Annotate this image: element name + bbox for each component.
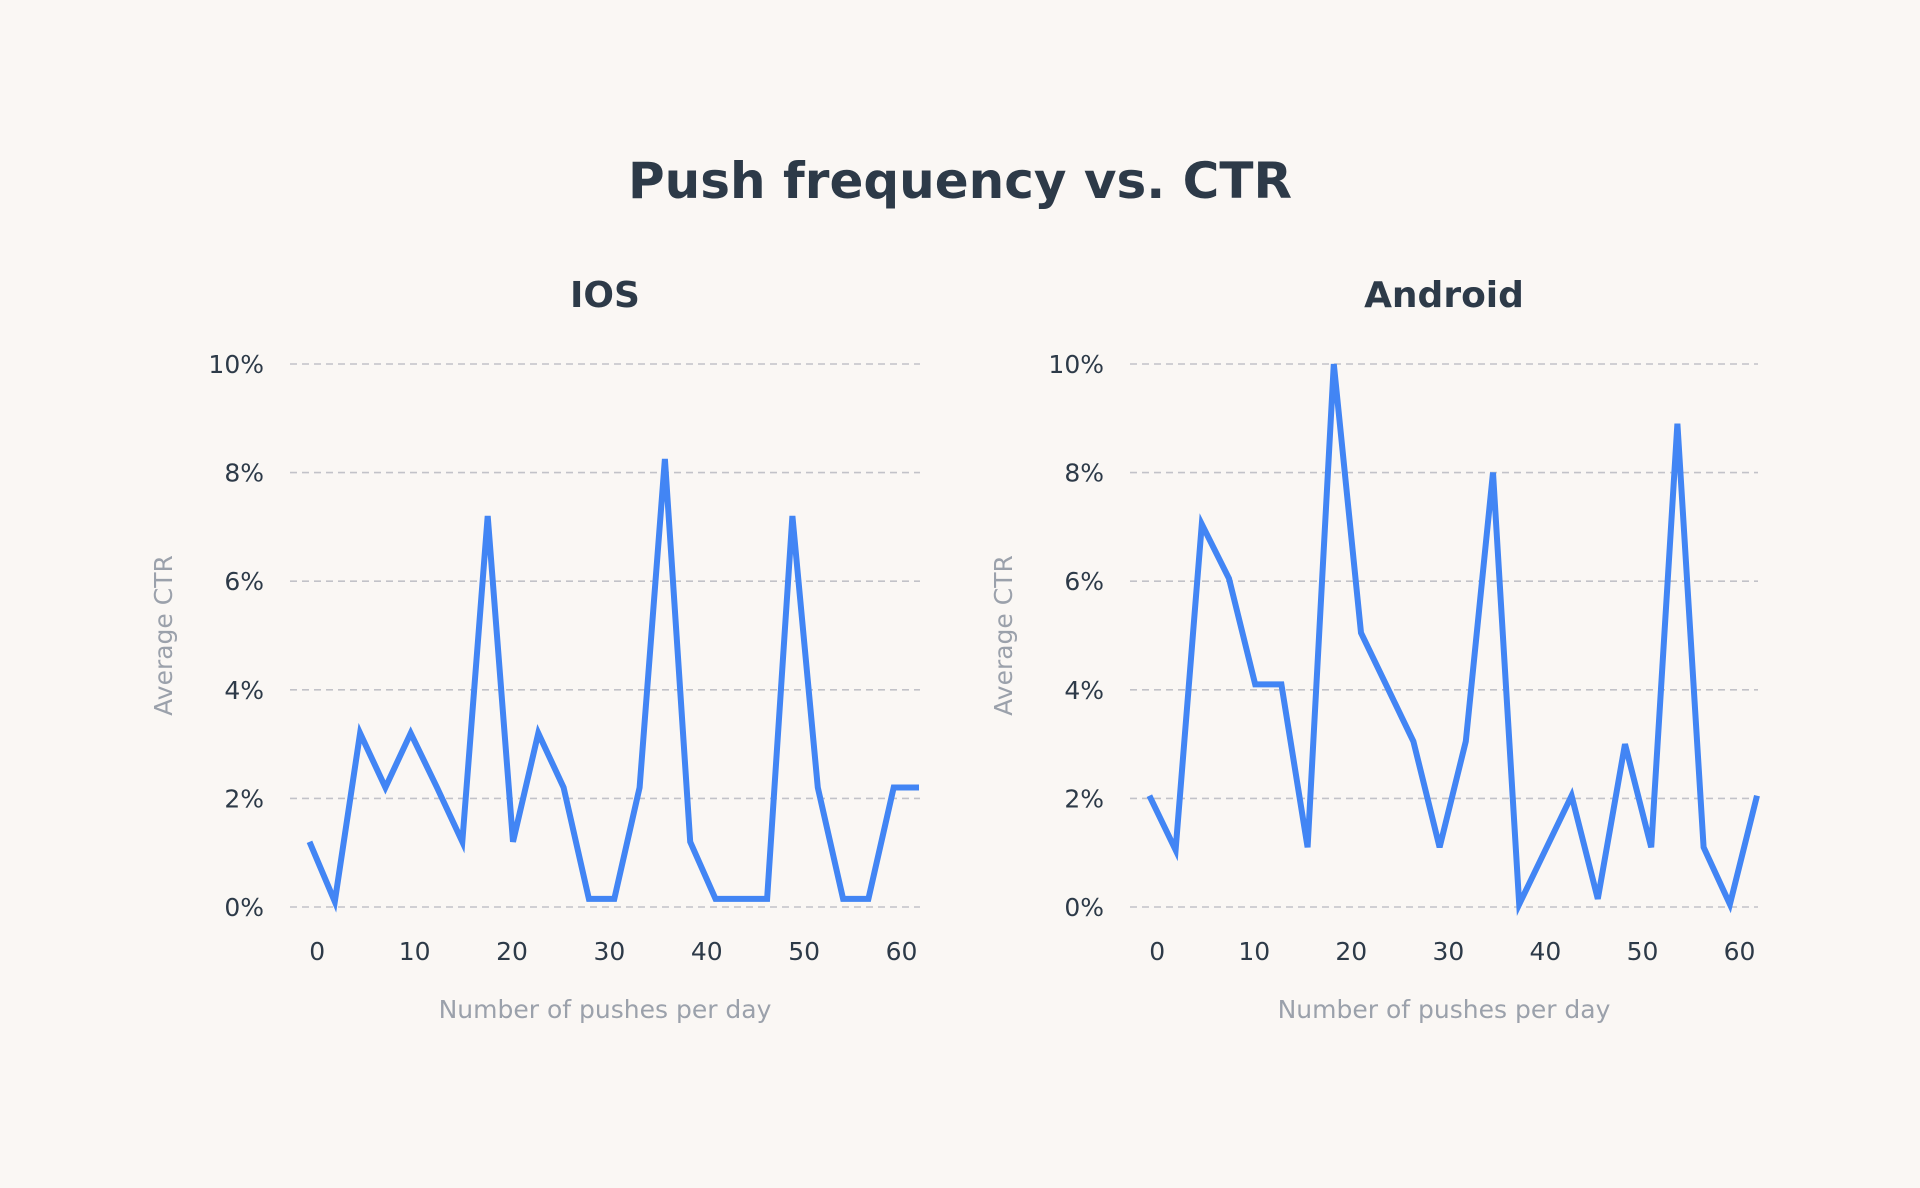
x-tick-label: 30 [1432,937,1464,966]
x-tick-label: 40 [691,937,723,966]
x-tick-label: 60 [886,937,918,966]
x-tick-label: 10 [399,937,431,966]
x-tick-label: 30 [593,937,625,966]
y-tick-label: 2% [1064,784,1104,813]
y-tick-label: 4% [224,676,264,705]
series-line [306,458,919,913]
y-axis-label: Average CTR [149,555,178,716]
series-line [1146,363,1760,916]
x-axis-label: Number of pushes per day [439,995,772,1024]
x-tick-label: 0 [309,937,325,966]
x-tick-label: 40 [1530,937,1562,966]
y-tick-label: 4% [1064,676,1104,705]
y-tick-label: 0% [224,893,264,922]
x-tick-label: 50 [788,937,820,966]
panel-title: IOS [570,275,640,316]
x-tick-label: 0 [1149,937,1165,966]
y-tick-label: 6% [1064,567,1104,596]
y-tick-label: 8% [1064,459,1104,488]
x-tick-label: 60 [1724,937,1756,966]
y-tick-label: 6% [224,567,264,596]
y-tick-label: 10% [1048,350,1104,379]
x-tick-label: 50 [1627,937,1659,966]
y-tick-label: 8% [224,459,264,488]
x-tick-label: 10 [1238,937,1270,966]
y-tick-label: 2% [224,784,264,813]
x-tick-label: 20 [1335,937,1367,966]
panel-title: Android [1364,275,1524,316]
y-tick-label: 0% [1064,893,1104,922]
y-axis-label: Average CTR [989,555,1018,716]
panel-android: Android 0% 2% 4% 6% 8% 10% 0 10 20 30 40 50 60 Number … [989,275,1760,1024]
figure-title: Push frequency vs. CTR [628,152,1292,210]
panel-ios: IOS 0% 2% 4% 6% 8% 10% 0 10 20 30 40 50 60 Number of p… [149,275,920,1024]
x-tick-label: 20 [496,937,528,966]
x-axis-label: Number of pushes per day [1278,995,1611,1024]
y-tick-label: 10% [208,350,264,379]
